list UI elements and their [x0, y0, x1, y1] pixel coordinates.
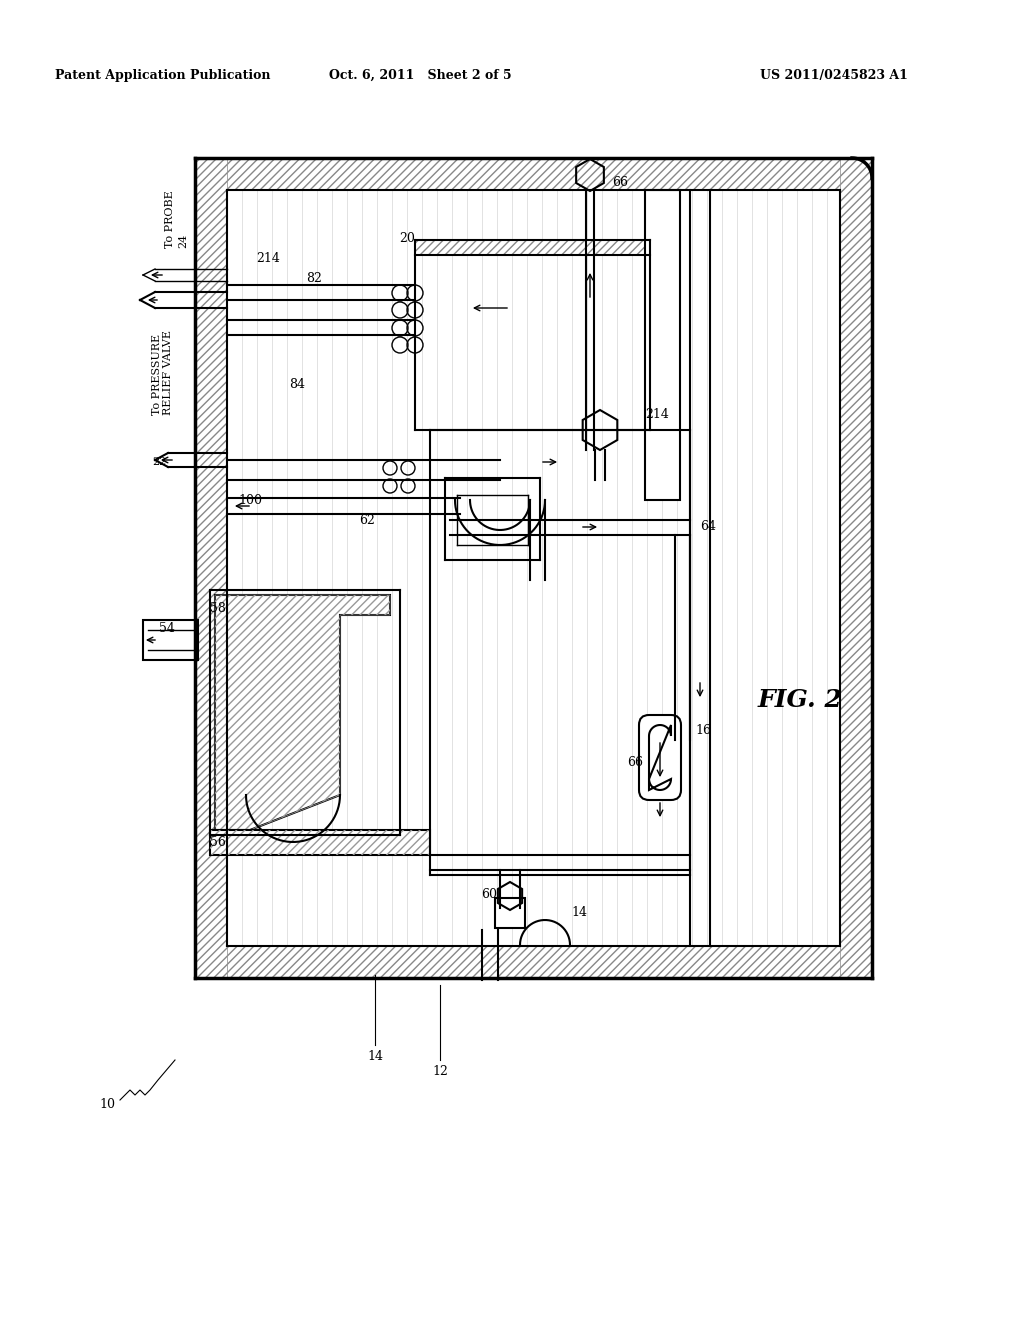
Text: 24: 24 [178, 234, 188, 248]
Polygon shape [215, 595, 390, 830]
Text: To PROBE: To PROBE [165, 190, 175, 248]
Text: 60: 60 [481, 888, 497, 902]
Text: Oct. 6, 2011   Sheet 2 of 5: Oct. 6, 2011 Sheet 2 of 5 [329, 69, 511, 82]
Text: 14: 14 [367, 1049, 383, 1063]
Text: 16: 16 [695, 723, 711, 737]
Text: 66: 66 [627, 755, 643, 768]
Text: 100: 100 [238, 494, 262, 507]
Bar [495, 898, 525, 928]
Text: 14: 14 [571, 906, 587, 919]
Text: FIG. 2: FIG. 2 [758, 688, 843, 711]
Bar [645, 190, 680, 500]
Bar [143, 620, 198, 660]
Text: 22: 22 [152, 457, 166, 467]
Bar [195, 158, 227, 978]
Text: RELIEF VALVE: RELIEF VALVE [163, 330, 173, 414]
Text: 56: 56 [210, 837, 226, 850]
Bar [195, 946, 872, 978]
Bar [415, 240, 650, 255]
Text: US 2011/0245823 A1: US 2011/0245823 A1 [760, 69, 908, 82]
Text: 62: 62 [359, 513, 375, 527]
Polygon shape [649, 725, 671, 789]
Text: 214: 214 [645, 408, 669, 421]
Text: 82: 82 [306, 272, 322, 285]
Text: 10: 10 [99, 1098, 115, 1111]
Text: To PRESSURE: To PRESSURE [152, 334, 162, 414]
Text: 84: 84 [289, 379, 305, 392]
FancyBboxPatch shape [639, 715, 681, 800]
Bar [210, 830, 430, 855]
Bar [195, 158, 872, 190]
Text: 66: 66 [612, 177, 628, 190]
Bar [840, 158, 872, 978]
Text: 20: 20 [399, 231, 415, 244]
Text: 54: 54 [159, 622, 175, 635]
Text: 64: 64 [700, 520, 716, 533]
Text: 12: 12 [432, 1065, 447, 1078]
Text: 58: 58 [210, 602, 226, 615]
Bar [210, 830, 430, 855]
Text: 214: 214 [256, 252, 280, 264]
Text: Patent Application Publication: Patent Application Publication [55, 69, 270, 82]
